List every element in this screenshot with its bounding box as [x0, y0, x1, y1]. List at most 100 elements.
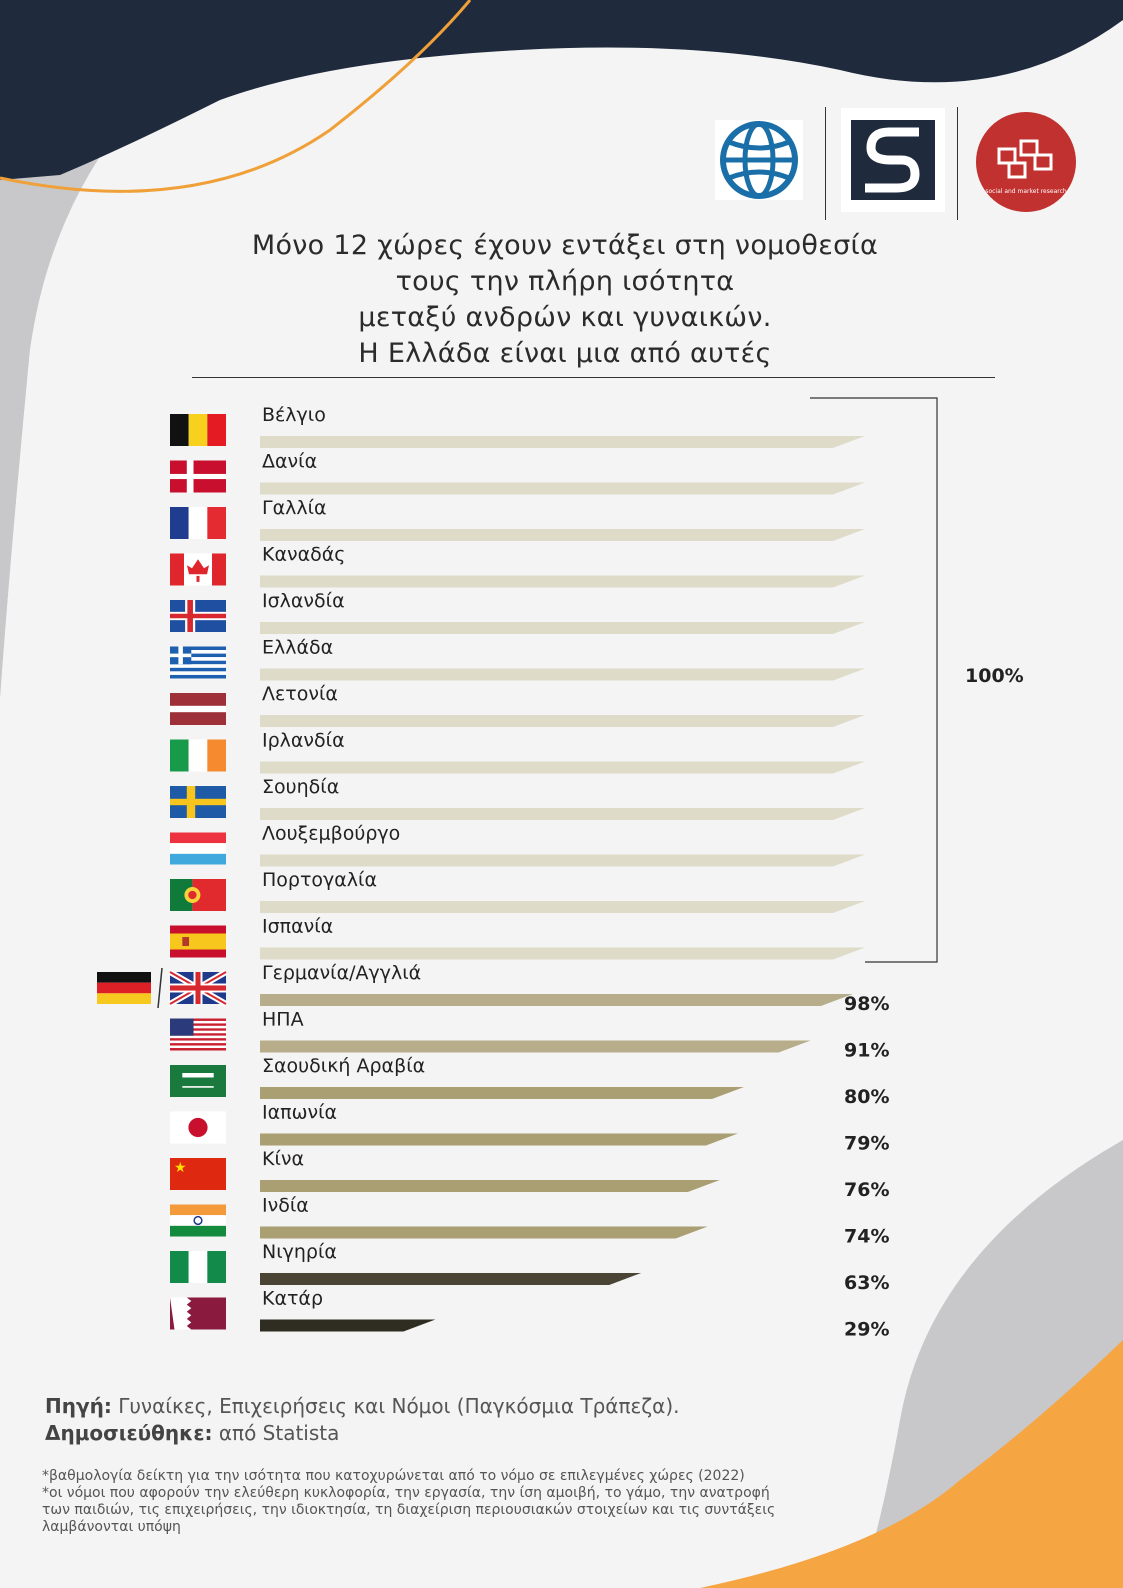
flag-qatar-icon: [170, 1297, 226, 1330]
category-label: Σουηδία: [262, 776, 339, 798]
category-label: Ιρλανδία: [262, 730, 345, 752]
bg-navy-blob: [0, 0, 1123, 180]
bar: [260, 482, 865, 495]
bar: [260, 1226, 708, 1239]
bar-row: Ελλάδα: [170, 637, 865, 681]
flag-ireland-icon: [170, 739, 226, 772]
flag-denmark-icon: [170, 460, 226, 493]
bg-orange-blob-bottom: [700, 1340, 1123, 1588]
category-label: Λουξεμβούργο: [262, 823, 400, 845]
value-label: 79%: [844, 1133, 889, 1155]
category-label: Ισπανία: [262, 916, 333, 938]
source-text: Γυναίκες, Επιχειρήσεις και Νόμοι (Παγκόσ…: [111, 1394, 680, 1418]
page-title: Μόνο 12 χώρες έχουν εντάξει στη νομοθεσί…: [150, 228, 980, 372]
title-line-2: τους την πλήρη ισότητα: [395, 266, 735, 297]
value-label: 80%: [844, 1086, 889, 1108]
category-label: Σαουδική Αραβία: [262, 1055, 425, 1077]
flag-belgium-icon: [170, 414, 226, 446]
bar: [260, 622, 865, 634]
bar-row: Κίνα ★ 76%: [170, 1148, 889, 1201]
bar: [260, 947, 865, 960]
published-text: από Statista: [212, 1421, 340, 1445]
category-label: Ιαπωνία: [262, 1102, 337, 1124]
bar: [260, 901, 865, 913]
category-label: Λετονία: [262, 683, 338, 705]
value-label: 98%: [844, 993, 889, 1015]
bar-row: Λουξεμβούργο: [170, 823, 865, 867]
category-label: Βέλγιο: [262, 404, 326, 426]
category-label: Ισλανδία: [262, 590, 345, 612]
flag-greece-icon: [170, 646, 226, 679]
title-line-3: μεταξύ ανδρών και γυναικών.: [358, 302, 772, 333]
world-bank-logo: [715, 120, 803, 200]
category-label: Ελλάδα: [262, 637, 333, 659]
bar: [260, 761, 865, 774]
category-label: Γερμανία/Αγγλιά: [262, 962, 421, 984]
flag-portugal-icon: [170, 879, 226, 911]
title-line-4: Η Ελλάδα είναι μια από αυτές: [358, 338, 772, 369]
bar-row: Γαλλία: [170, 497, 865, 541]
flag-sweden-icon: [170, 786, 226, 818]
flag-luxembourg-icon: [170, 832, 226, 865]
flag-japan-icon: [170, 1111, 226, 1144]
flag-china-icon: ★: [170, 1158, 226, 1190]
smr-logo-text: social and market research: [985, 188, 1067, 195]
bg-gray-blob: [0, 0, 260, 700]
bar-row: ΗΠΑ 91%: [170, 1009, 889, 1062]
bar: [260, 854, 865, 867]
s-logo: [841, 108, 945, 212]
logo-divider-1: [825, 107, 826, 220]
category-label: Κατάρ: [262, 1288, 323, 1310]
bar: [260, 808, 865, 820]
flag-saudi-arabia-icon: [170, 1065, 226, 1097]
bar-row: Βέλγιο: [170, 404, 865, 448]
bar-row: Νιγηρία 63%: [170, 1241, 889, 1294]
bar: [260, 994, 853, 1006]
category-label: Δανία: [262, 451, 317, 473]
bar-row: Ισλανδία: [170, 590, 865, 634]
bar-row: Ινδία 74%: [170, 1195, 889, 1248]
bar: [260, 529, 865, 541]
bar: [260, 436, 865, 448]
value-label: 74%: [844, 1226, 889, 1248]
footnotes: *βαθμολογία δείκτη για την ισότητα που κ…: [42, 1468, 802, 1536]
category-label: Καναδάς: [262, 544, 345, 566]
logo-divider-2: [957, 107, 958, 220]
category-label: ΗΠΑ: [262, 1009, 304, 1031]
flag-canada-icon: [170, 553, 226, 586]
title-underline: [192, 377, 995, 378]
bar: [260, 1180, 720, 1192]
bar-row: Πορτογαλία: [170, 869, 865, 913]
flag-nigeria-icon: [170, 1251, 226, 1283]
bg-orange-line: [0, 0, 472, 193]
bar: [260, 1319, 436, 1332]
published-label: Δημοσιεύθηκε:: [45, 1421, 213, 1445]
group-bracket: [810, 397, 938, 963]
bar-row: Ισπανία: [170, 916, 865, 960]
flag-usa-icon: [170, 1018, 226, 1051]
bar: [260, 1273, 642, 1285]
category-label: Ινδία: [262, 1195, 309, 1217]
bar-row: Γερμανία/Αγγλιά 98%: [97, 962, 889, 1015]
bg-light-fill: [0, 24, 1123, 1588]
source-block: Πηγή: Γυναίκες, Επιχειρήσεις και Νόμοι (…: [45, 1393, 680, 1447]
bar-row: Ιρλανδία: [170, 730, 865, 774]
bar: [260, 1087, 744, 1099]
source-line: Πηγή: Γυναίκες, Επιχειρήσεις και Νόμοι (…: [45, 1393, 680, 1420]
bar-row: Κατάρ 29%: [170, 1288, 889, 1341]
bar: [260, 575, 865, 588]
bar: [260, 1040, 811, 1053]
footnote-2: *οι νόμοι που αφορούν την ελεύθερη κυκλο…: [42, 1485, 780, 1535]
published-line: Δημοσιεύθηκε: από Statista: [45, 1420, 680, 1447]
source-label: Πηγή:: [45, 1394, 112, 1418]
flag-iceland-icon: [170, 600, 226, 632]
category-label: Γαλλία: [262, 497, 327, 519]
category-label: Νιγηρία: [262, 1241, 337, 1263]
bar-row: Ιαπωνία 79%: [170, 1102, 889, 1155]
bar-row: Λετονία: [170, 683, 865, 727]
bar: [260, 1133, 738, 1146]
category-label: Πορτογαλία: [262, 869, 377, 891]
